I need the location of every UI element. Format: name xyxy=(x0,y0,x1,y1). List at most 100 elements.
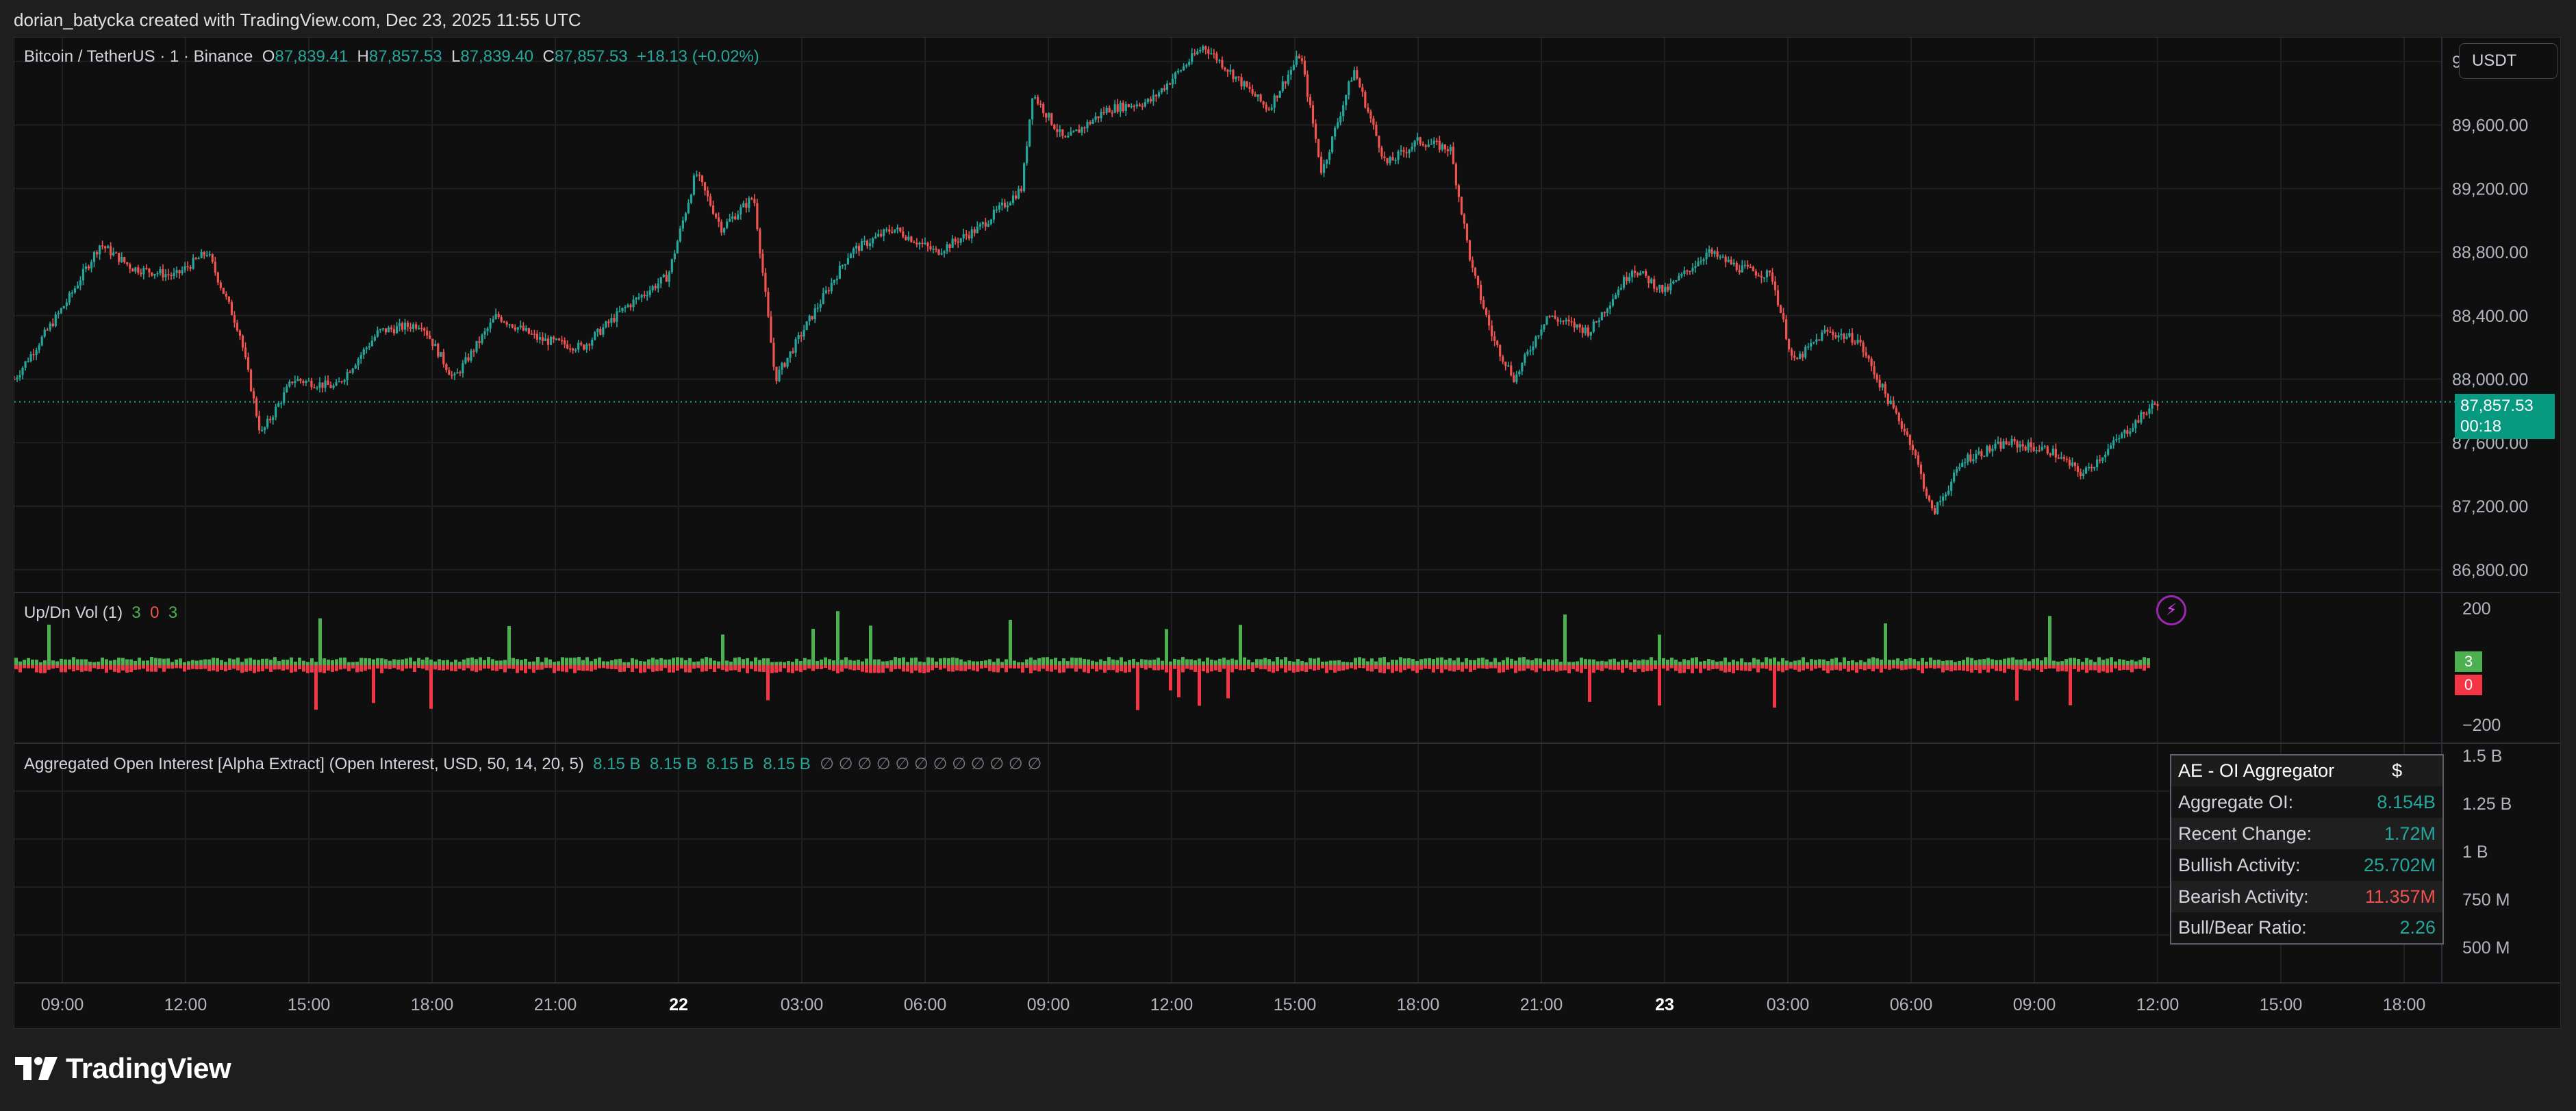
candle-body xyxy=(880,234,883,236)
volume-down-bar xyxy=(171,665,174,669)
volume-down-bar xyxy=(1288,665,1291,671)
volume-up-bar xyxy=(1904,658,1908,665)
volume-down-bar xyxy=(516,665,519,673)
volume-axis-label: −200 xyxy=(2462,716,2501,735)
currency-button[interactable]: USDT xyxy=(2459,43,2558,79)
volume-down-bar xyxy=(1937,665,1941,669)
volume-up-bar xyxy=(1625,660,1628,665)
volume-down-bar xyxy=(1658,665,1661,706)
symbol-title[interactable]: Bitcoin / TetherUS · 1 · Binance xyxy=(24,47,253,66)
candle-body xyxy=(2093,466,2096,469)
candle-body xyxy=(965,234,968,236)
volume-up-bar xyxy=(154,658,157,665)
volume-up-bar xyxy=(1613,658,1616,665)
volume-axis: 200−200 xyxy=(2462,599,2501,735)
volume-up-bar xyxy=(421,660,425,665)
candle-body xyxy=(1130,105,1133,108)
candle-body xyxy=(112,252,115,255)
candle-body xyxy=(1474,267,1477,276)
volume-down-bar xyxy=(2044,665,2047,670)
volume-down-bar xyxy=(758,665,761,672)
volume-down-bar xyxy=(417,665,420,669)
candle-body xyxy=(2057,458,2060,459)
volume-down-bar xyxy=(1477,665,1480,669)
volume-down-bar xyxy=(1908,665,1912,669)
volume-down-bar xyxy=(1424,665,1427,669)
candle-body xyxy=(764,273,767,292)
volume-up-bar xyxy=(35,660,38,665)
candle-body xyxy=(2060,457,2062,459)
oi-row-recent-change: Recent Change: 1.72M xyxy=(2171,818,2443,849)
volume-up-bar xyxy=(1436,658,1439,665)
volume-down-bar xyxy=(55,665,59,669)
volume-down-bar xyxy=(943,665,946,669)
candle-body xyxy=(1471,260,1474,268)
volume-down-bar xyxy=(1037,665,1041,672)
candle-body xyxy=(43,329,46,337)
candle-body xyxy=(1273,95,1276,108)
volume-up-bar xyxy=(836,611,839,665)
volume-down-bar xyxy=(1354,665,1357,670)
candle-body xyxy=(1334,127,1337,137)
open-label: O xyxy=(262,47,275,66)
volume-down-bar xyxy=(216,665,219,672)
candle-body xyxy=(178,270,181,273)
candle-body xyxy=(2132,428,2134,432)
candle-body xyxy=(1213,53,1215,55)
candle-body xyxy=(937,249,940,255)
candle-body xyxy=(989,219,992,224)
volume-up-bar xyxy=(668,659,671,665)
tradingview-logo[interactable]: TradingView xyxy=(15,1052,231,1085)
volume-up-bar xyxy=(1000,662,1004,665)
volume-up-bar xyxy=(458,661,462,665)
volume-down-bar xyxy=(1148,665,1152,669)
candle-body xyxy=(1144,102,1146,107)
chart-canvas[interactable]: 90,000.0089,600.0089,200.0088,800.0088,4… xyxy=(14,38,2561,1029)
candle-body xyxy=(544,338,547,341)
candle-body xyxy=(1314,123,1317,139)
volume-up-bar xyxy=(1506,657,1509,665)
volume-down-bar xyxy=(212,665,215,671)
close-label: C xyxy=(542,47,555,66)
volume-down-bar xyxy=(290,665,293,673)
volume-down-bar xyxy=(1633,665,1637,673)
candle-body xyxy=(987,223,989,227)
volume-down-bar xyxy=(1235,665,1238,669)
candle-body xyxy=(970,229,973,238)
volume-legend[interactable]: Up/Dn Vol (1) 3 0 3 xyxy=(24,603,177,623)
candle-body xyxy=(1356,70,1359,79)
candle-body xyxy=(21,367,24,375)
candle-body xyxy=(137,267,140,273)
volume-down-bar xyxy=(343,665,346,669)
volume-down-bar xyxy=(1880,665,1883,673)
volume-up-bar xyxy=(265,658,268,665)
candle-body xyxy=(1978,451,1980,454)
volume-down-bar xyxy=(146,665,149,672)
chart-frame[interactable]: 90,000.0089,600.0089,200.0088,800.0088,4… xyxy=(14,37,2561,1029)
oi-legend[interactable]: Aggregated Open Interest [Alpha Extract]… xyxy=(24,754,1041,774)
candle-body xyxy=(1411,147,1413,150)
candle-body xyxy=(1535,336,1537,347)
candle-body xyxy=(1089,122,1091,124)
volume-up-bar xyxy=(1773,657,1776,665)
volume-down-bar xyxy=(1489,665,1493,669)
lightning-icon[interactable]: ⚡ xyxy=(2156,595,2186,625)
oi-table-unit: $ xyxy=(2351,755,2443,786)
volume-up-bar xyxy=(1567,662,1571,665)
candle-body xyxy=(1292,64,1295,70)
volume-up-bar xyxy=(261,658,264,665)
candle-body xyxy=(423,328,426,331)
volume-up-bar xyxy=(795,658,798,665)
candle-body xyxy=(549,336,553,345)
volume-up-badge: 3 xyxy=(2455,651,2482,672)
oi-title: Aggregated Open Interest [Alpha Extract]… xyxy=(24,755,584,773)
volume-down-bar xyxy=(302,665,305,672)
volume-down-bar xyxy=(548,665,552,669)
volume-up-bar xyxy=(1555,659,1558,665)
volume-down-bar xyxy=(1198,665,1201,706)
volume-down-bar xyxy=(1711,665,1715,670)
candle-body xyxy=(1325,160,1328,164)
volume-up-bar xyxy=(2122,660,2125,665)
candle-body xyxy=(101,245,104,247)
candle-body xyxy=(1491,325,1493,336)
